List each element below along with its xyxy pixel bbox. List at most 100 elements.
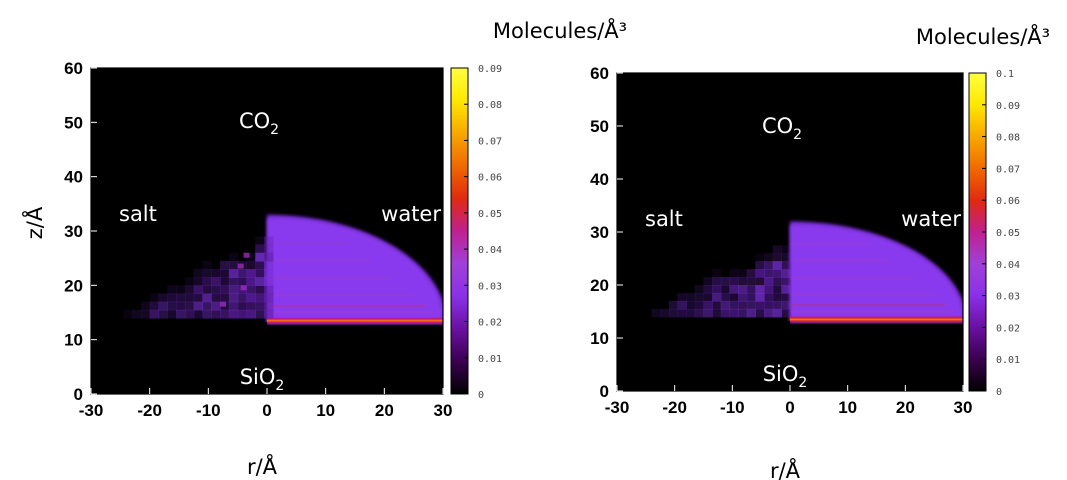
salt-density-cell (158, 301, 168, 311)
plot-content (91, 214, 443, 394)
salt-density-cell (686, 300, 696, 310)
salt-density-cell (738, 292, 748, 302)
annotation-co2: CO2 (762, 114, 802, 143)
salt-density-cell (677, 292, 687, 302)
salt-density-cell (755, 308, 765, 318)
salt-density-cell (755, 285, 765, 294)
salt-density-cell (246, 252, 256, 262)
salt-density-cell (772, 261, 782, 270)
salt-density-cell (712, 308, 722, 318)
salt-density-cell (781, 253, 791, 262)
water-layer-band (267, 311, 435, 314)
salt-density-cell (158, 309, 168, 319)
water-layer-band (267, 241, 350, 245)
salt-density-cell (255, 277, 265, 286)
salt-density-cell (264, 301, 274, 311)
chart-panel-2: -30 -20 -10 0 10 20 30 60 50 40 30 20 10 0 r/Å CO2 SiO2 s… (590, 23, 1050, 480)
annotation-sio2: SiO2 (763, 362, 808, 391)
salt-density-cell (202, 260, 212, 270)
salt-density-cell (158, 293, 168, 303)
salt-density-cell (255, 293, 265, 303)
salt-density-cell (764, 292, 774, 302)
salt-density-cell (264, 269, 274, 278)
salt-density-cell (193, 309, 204, 319)
x-axis-label: r/Å (247, 453, 278, 479)
x-tick-label: 30 (434, 401, 453, 420)
x-axis-label: r/Å (770, 457, 801, 480)
salt-density-cell (781, 300, 791, 310)
salt-hotspot (243, 252, 250, 258)
salt-density-cell (668, 308, 679, 318)
salt-density-cell (772, 300, 782, 310)
salt-density-cell (746, 277, 756, 286)
y-tick-label: 20 (64, 276, 83, 295)
salt-density-cell (755, 253, 765, 262)
annotation-salt: salt (119, 202, 157, 226)
salt-density-cell (132, 309, 142, 319)
salt-density-cell (772, 245, 782, 254)
colorbar-tick-label: 0.04 (996, 260, 1020, 271)
salt-density-cell (746, 285, 756, 294)
salt-density-cell (703, 292, 713, 302)
x-tick-label: -30 (79, 401, 104, 420)
salt-density-cell (167, 309, 177, 319)
x-tick-label: -20 (662, 398, 687, 417)
salt-density-cell (228, 301, 239, 311)
salt-density-cell (167, 285, 177, 295)
salt-density-cell (176, 309, 186, 319)
salt-density-cell (149, 301, 160, 311)
salt-density-cell (237, 301, 248, 311)
colorbar-title: Molecules/Å³ (916, 23, 1050, 49)
salt-density-cell (781, 269, 791, 278)
salt-density-cell (237, 277, 248, 286)
salt-density-cell (720, 285, 731, 294)
salt-density-cell (193, 269, 204, 278)
x-tick-label: 0 (262, 401, 271, 420)
salt-density-cell (202, 301, 212, 311)
salt-density-cell (264, 293, 274, 303)
salt-density-cell (677, 300, 687, 310)
salt-density-cell (264, 236, 274, 246)
x-tick-label: -20 (137, 401, 162, 420)
y-tick-label: 40 (64, 168, 83, 187)
salt-density-cell (712, 285, 722, 294)
salt-density-cell (781, 308, 791, 318)
salt-density-cell (176, 301, 186, 311)
annotation-water: water (381, 202, 441, 226)
salt-density-cell (184, 301, 195, 311)
water-layer-band (267, 276, 392, 279)
colorbar-tick-label: 0.06 (996, 196, 1020, 207)
salt-density-cell (703, 277, 713, 286)
salt-density-cell (772, 277, 782, 286)
salt-density-cell (764, 285, 774, 294)
salt-density-cell (211, 285, 221, 295)
salt-density-cell (228, 309, 239, 319)
salt-density-cell (668, 300, 679, 310)
salt-density-cell (220, 269, 230, 278)
salt-density-cell (246, 269, 256, 278)
annotation-co2: CO2 (239, 109, 279, 138)
y-tick-label: 30 (590, 223, 609, 242)
salt-density-cell (202, 285, 212, 295)
salt-density-cell (703, 300, 713, 310)
water-layer-band (267, 259, 371, 262)
colorbar-tick-label: 0.09 (996, 101, 1020, 112)
salt-density-cell (255, 285, 265, 295)
salt-density-cell (264, 277, 274, 286)
salt-density-cell (772, 308, 782, 318)
salt-density-cell (202, 269, 212, 278)
salt-density-cell (703, 308, 713, 318)
colorbar-tick-label: 0.03 (478, 281, 502, 292)
salt-density-cell (764, 308, 774, 318)
salt-density-cell (694, 308, 705, 318)
salt-density-cell (729, 285, 739, 294)
colorbar-tick-label: 0.1 (996, 69, 1014, 80)
salt-density-cell (712, 292, 722, 302)
colorbar-tick-label: 0.05 (478, 209, 502, 220)
salt-density-cell (228, 293, 239, 303)
salt-density-cell (228, 285, 239, 295)
salt-density-cell (738, 300, 748, 310)
salt-density-cell (738, 277, 748, 286)
colorbar-tick-label: 0.08 (478, 100, 502, 111)
